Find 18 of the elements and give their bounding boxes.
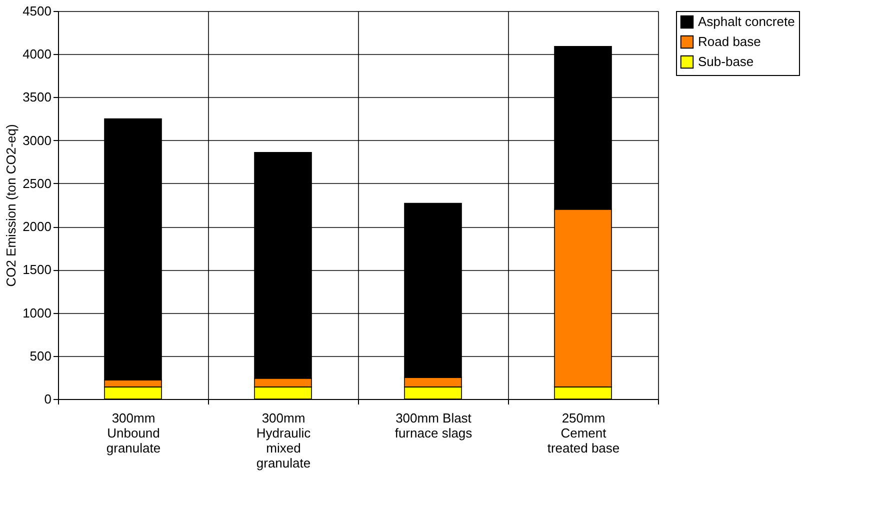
y-tick-label: 2500: [22, 176, 52, 191]
y-tick-label: 1000: [22, 305, 52, 320]
y-tick-label: 3500: [22, 90, 52, 105]
x-tick-label: 300mm Blast furnace slags: [394, 410, 473, 440]
legend-label: Sub-base: [698, 54, 754, 69]
y-tick-label: 4500: [22, 4, 52, 18]
x-tick-label: 300mm Unbound granulate: [106, 410, 161, 456]
y-axis-title: CO2 Emission (ton CO2-eq): [4, 124, 19, 287]
legend-label: Asphalt concrete: [698, 14, 795, 29]
y-tick-label: 0: [44, 392, 52, 406]
legend-label: Road base: [698, 34, 761, 49]
x-tick-label: 250mm Cement treated base: [547, 410, 620, 456]
y-tick-label: 1500: [22, 262, 52, 278]
y-tick-label: 500: [30, 348, 52, 364]
y-tick-label: 2000: [22, 219, 52, 234]
y-tick-label: 4000: [22, 46, 52, 62]
x-tick-label: 300mm Hydraulic mixed granulate: [256, 410, 312, 470]
y-tick-label: 3000: [22, 132, 52, 148]
